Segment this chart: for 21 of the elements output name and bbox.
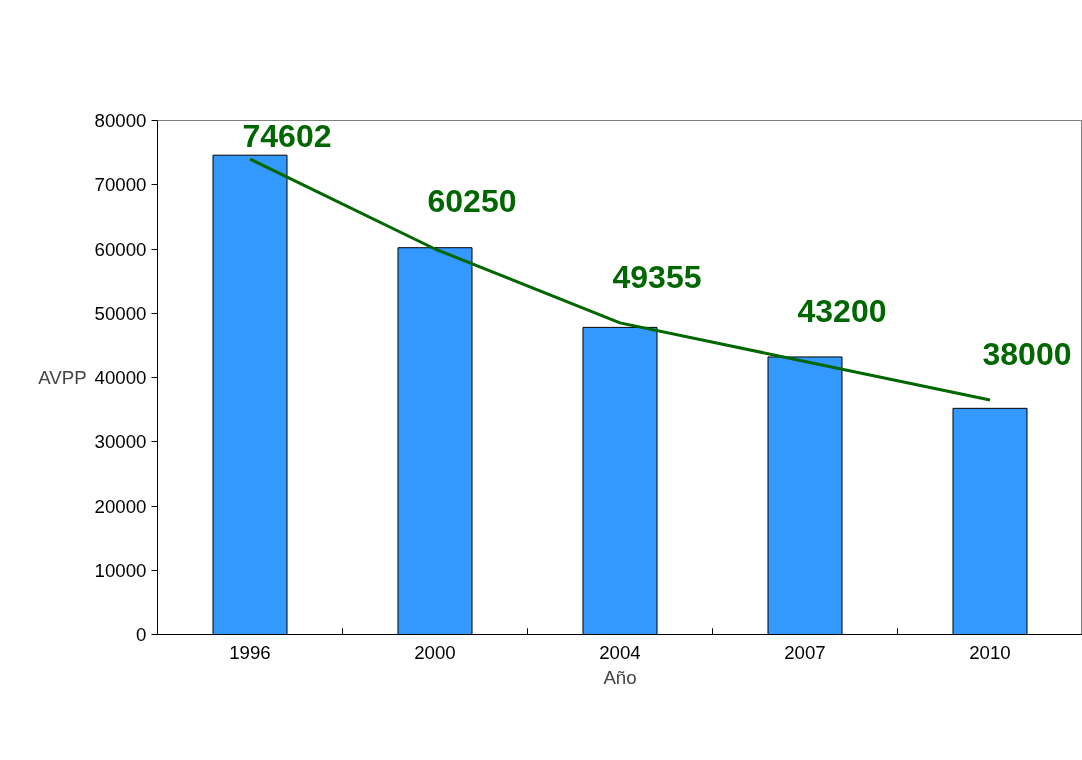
y-tick-label: 30000 bbox=[94, 431, 147, 453]
annotation: 74602 bbox=[242, 117, 332, 154]
annotation: 43200 bbox=[797, 292, 887, 329]
y-tick-label: 80000 bbox=[94, 110, 147, 131]
annotation: 49355 bbox=[612, 258, 702, 295]
y-axis-title: AVPP bbox=[38, 367, 87, 388]
y-tick-label: 0 bbox=[136, 624, 147, 645]
y-tick-label: 60000 bbox=[94, 238, 147, 260]
x-tick-label: 2010 bbox=[969, 641, 1011, 663]
y-tick-label: 20000 bbox=[94, 495, 147, 517]
x-axis-title: Año bbox=[603, 666, 637, 688]
y-tick-label: 50000 bbox=[94, 302, 147, 324]
x-tick-label: 2000 bbox=[414, 641, 456, 663]
y-tick-label: 40000 bbox=[94, 367, 147, 388]
x-tick-label: 2007 bbox=[784, 641, 826, 663]
annotation: 38000 bbox=[982, 335, 1072, 372]
x-tick-label: 1996 bbox=[229, 641, 271, 663]
y-tick-label: 70000 bbox=[94, 174, 147, 196]
y-tick-label: 10000 bbox=[94, 559, 147, 581]
annotation: 60250 bbox=[427, 183, 517, 220]
x-tick-label: 2004 bbox=[599, 641, 641, 663]
